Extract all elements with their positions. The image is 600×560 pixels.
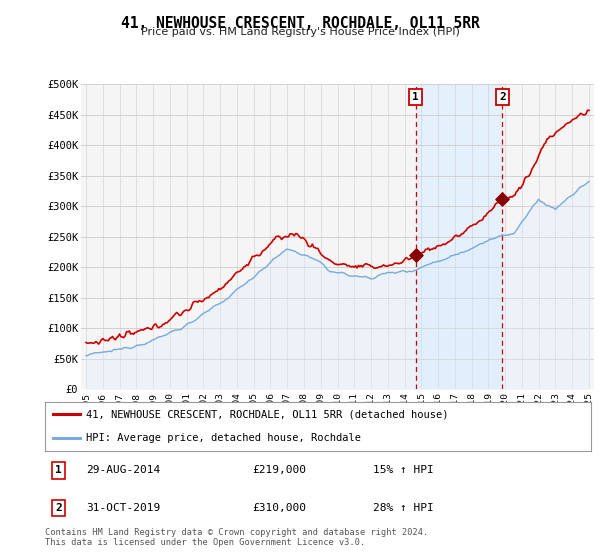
Text: 1: 1 — [55, 465, 62, 475]
Text: 28% ↑ HPI: 28% ↑ HPI — [373, 503, 433, 513]
Text: 2: 2 — [55, 503, 62, 513]
Text: £219,000: £219,000 — [253, 465, 307, 475]
Text: Price paid vs. HM Land Registry's House Price Index (HPI): Price paid vs. HM Land Registry's House … — [140, 27, 460, 37]
Text: 41, NEWHOUSE CRESCENT, ROCHDALE, OL11 5RR: 41, NEWHOUSE CRESCENT, ROCHDALE, OL11 5R… — [121, 16, 479, 31]
Text: Contains HM Land Registry data © Crown copyright and database right 2024.
This d: Contains HM Land Registry data © Crown c… — [45, 528, 428, 547]
Text: £310,000: £310,000 — [253, 503, 307, 513]
Point — [411, 251, 421, 260]
Text: 2: 2 — [499, 92, 506, 101]
Text: 29-AUG-2014: 29-AUG-2014 — [86, 465, 160, 475]
Bar — [416, 84, 502, 389]
Text: 15% ↑ HPI: 15% ↑ HPI — [373, 465, 433, 475]
Text: HPI: Average price, detached house, Rochdale: HPI: Average price, detached house, Roch… — [86, 433, 361, 443]
Text: 1: 1 — [412, 92, 419, 101]
Text: 41, NEWHOUSE CRESCENT, ROCHDALE, OL11 5RR (detached house): 41, NEWHOUSE CRESCENT, ROCHDALE, OL11 5R… — [86, 409, 448, 419]
Text: 31-OCT-2019: 31-OCT-2019 — [86, 503, 160, 513]
Point — [497, 194, 507, 203]
